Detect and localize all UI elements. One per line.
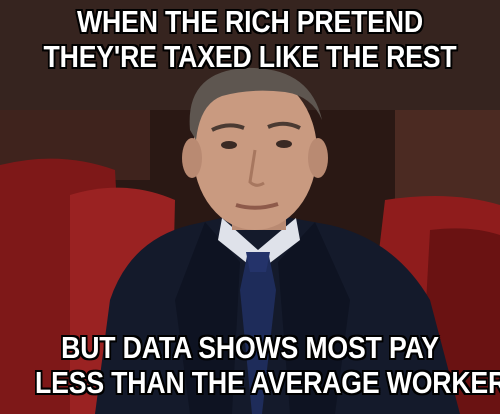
nose <box>248 149 265 187</box>
suit-lapel-right <box>278 222 350 414</box>
bottom-caption: BUT DATA SHOWS MOST PAY LESS THAN THE AV… <box>35 330 500 400</box>
eyebrow-right <box>267 121 301 130</box>
necktie-knot <box>246 252 270 272</box>
bottom-caption-line-2: LESS THAN THE AVERAGE WORKER <box>35 365 500 400</box>
ear-right <box>308 138 328 178</box>
suit-lapel-left <box>175 222 240 414</box>
top-caption-line-2: THEY'RE TAXED LIKE THE REST <box>43 39 457 74</box>
mouth <box>235 202 279 210</box>
eye-right <box>276 140 292 148</box>
bottom-caption-line-1: BUT DATA SHOWS MOST PAY <box>61 330 439 365</box>
eye-left <box>221 141 237 149</box>
top-caption-line-1: WHEN THE RICH PRETEND <box>77 4 423 39</box>
eyebrow-left <box>211 123 245 132</box>
hair <box>189 67 322 140</box>
top-caption: WHEN THE RICH PRETEND THEY'RE TAXED LIKE… <box>35 4 465 74</box>
ear-left <box>182 138 202 178</box>
necktie <box>240 256 276 414</box>
